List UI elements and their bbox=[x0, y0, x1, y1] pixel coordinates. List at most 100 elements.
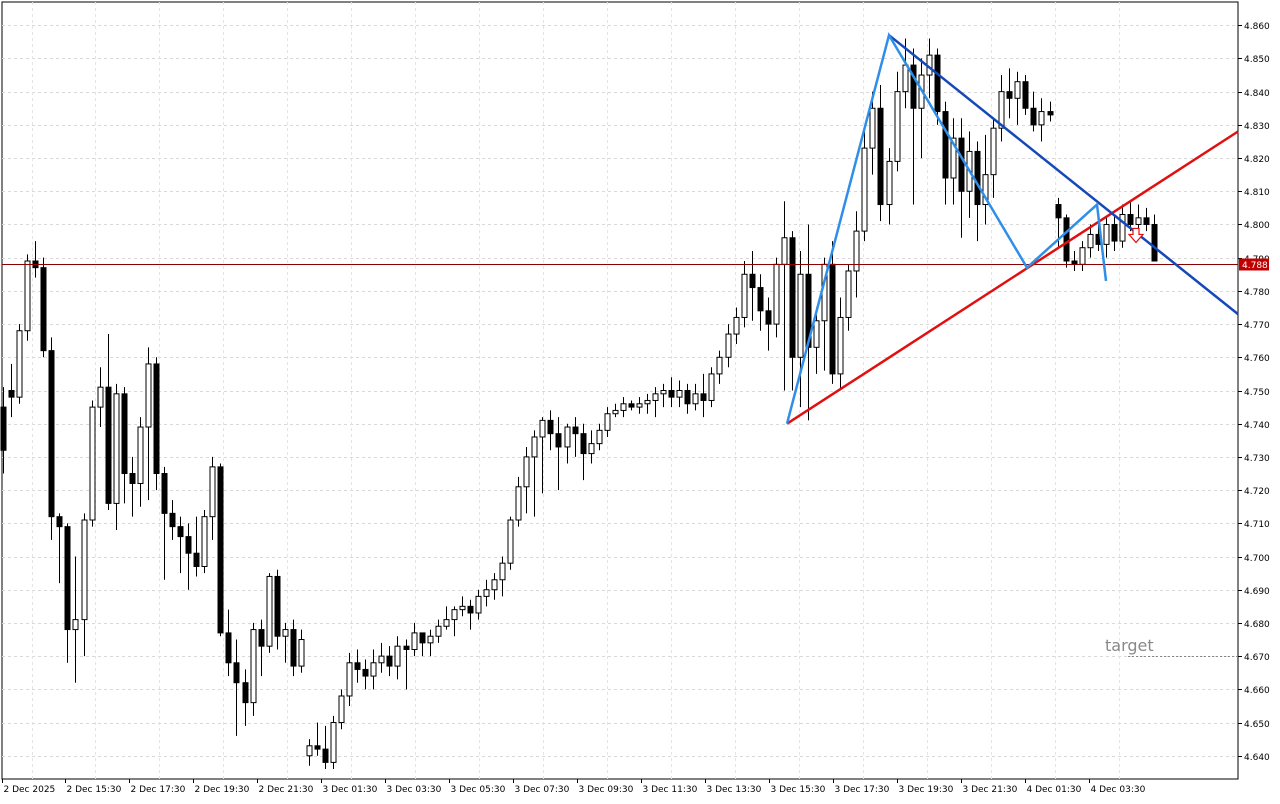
candle-body-down bbox=[668, 390, 675, 398]
candle-body-up bbox=[338, 695, 345, 724]
candle bbox=[386, 646, 393, 677]
candle-body-up bbox=[652, 393, 659, 401]
candle-body-up bbox=[515, 486, 522, 521]
candle-body-up bbox=[201, 516, 208, 567]
candle bbox=[684, 383, 691, 414]
candle bbox=[1143, 207, 1150, 232]
candle bbox=[274, 569, 281, 650]
candle-body-up bbox=[81, 519, 88, 621]
candle-body-down bbox=[749, 273, 756, 289]
candle-body-down bbox=[129, 473, 136, 484]
candle-body-up bbox=[725, 333, 732, 358]
candle bbox=[250, 622, 257, 716]
candle-body-up bbox=[564, 426, 571, 448]
x-tick-label: 2 Dec 17:30 bbox=[131, 785, 186, 795]
candle-body-up bbox=[773, 263, 780, 325]
candle-body-down bbox=[217, 466, 224, 634]
candle-body-up bbox=[982, 174, 989, 206]
y-tick-label: 4.810 bbox=[1244, 188, 1270, 198]
candle bbox=[81, 513, 88, 657]
candle-body-down bbox=[153, 363, 160, 475]
candle bbox=[129, 456, 136, 517]
candle bbox=[1022, 75, 1029, 115]
candle-body-up bbox=[266, 575, 273, 647]
candle-body-up bbox=[16, 330, 23, 398]
candle bbox=[411, 622, 418, 657]
candle bbox=[604, 407, 611, 437]
candle bbox=[499, 556, 506, 597]
red-trendline bbox=[786, 130, 1239, 425]
candle bbox=[394, 636, 401, 680]
current-price-label: 4.788 bbox=[1242, 261, 1268, 271]
candle bbox=[950, 118, 957, 205]
candle bbox=[266, 573, 273, 653]
candle-body-down bbox=[700, 393, 707, 401]
candle-body-down bbox=[258, 629, 265, 647]
candle bbox=[233, 639, 240, 736]
candle-body-up bbox=[1079, 247, 1086, 265]
x-tick-label: 3 Dec 09:30 bbox=[579, 785, 634, 795]
candle-body-up bbox=[853, 230, 860, 272]
candle bbox=[322, 725, 329, 770]
candle-body-down bbox=[910, 64, 917, 109]
y-tick-label: 4.780 bbox=[1244, 288, 1270, 298]
candle bbox=[435, 619, 442, 643]
candle-body-up bbox=[1119, 214, 1126, 242]
candle-body-up bbox=[523, 456, 530, 488]
candle-body-up bbox=[394, 645, 401, 667]
candle bbox=[676, 380, 683, 408]
candle-body-down bbox=[233, 662, 240, 684]
candle-body-down bbox=[765, 310, 772, 325]
candle bbox=[97, 367, 104, 428]
candle-body-up bbox=[869, 107, 876, 149]
y-tick-label: 4.640 bbox=[1244, 753, 1270, 763]
candle bbox=[861, 128, 868, 242]
candle bbox=[177, 516, 184, 574]
candle-body-down bbox=[1055, 204, 1062, 219]
y-tick-label: 4.670 bbox=[1244, 653, 1270, 663]
candle bbox=[934, 48, 941, 125]
candle bbox=[105, 334, 112, 511]
candle bbox=[982, 134, 989, 225]
candle-body-up bbox=[145, 363, 152, 428]
candle bbox=[346, 652, 353, 706]
candle-body-down bbox=[580, 433, 587, 455]
candle bbox=[620, 397, 627, 418]
candle bbox=[958, 118, 965, 238]
candle bbox=[113, 383, 120, 530]
x-tick-label: 4 Dec 03:30 bbox=[1091, 785, 1146, 795]
candle-body-down bbox=[684, 390, 691, 405]
candle bbox=[282, 622, 289, 663]
candle-body-up bbox=[676, 390, 683, 398]
candle bbox=[56, 513, 63, 584]
candle bbox=[539, 417, 546, 494]
candle bbox=[338, 689, 345, 730]
candle-body-down bbox=[242, 682, 249, 704]
candle bbox=[121, 387, 128, 504]
candle-body-up bbox=[72, 619, 79, 631]
candle-body-up bbox=[531, 436, 538, 458]
candle-body-up bbox=[113, 393, 120, 504]
candle bbox=[813, 307, 820, 374]
candle-body-up bbox=[950, 137, 957, 179]
candle-body-up bbox=[1014, 81, 1021, 99]
candle bbox=[708, 367, 715, 408]
y-tick-label: 4.800 bbox=[1244, 221, 1270, 231]
candle-body-up bbox=[894, 91, 901, 162]
candle bbox=[314, 722, 321, 756]
candle-body-up bbox=[491, 579, 498, 591]
candle-body-up bbox=[708, 373, 715, 401]
candle-body-up bbox=[499, 562, 506, 581]
candle bbox=[354, 649, 361, 683]
candle bbox=[668, 377, 675, 408]
blue-trendline bbox=[888, 34, 1239, 316]
candle-body-up bbox=[475, 595, 482, 614]
candle-body-up bbox=[990, 127, 997, 176]
candle bbox=[1014, 71, 1021, 125]
candle bbox=[588, 430, 595, 464]
candle-body-down bbox=[48, 350, 55, 518]
y-tick-label: 4.820 bbox=[1244, 155, 1270, 165]
candle-body-up bbox=[797, 273, 804, 358]
candle-body-down bbox=[555, 433, 562, 448]
